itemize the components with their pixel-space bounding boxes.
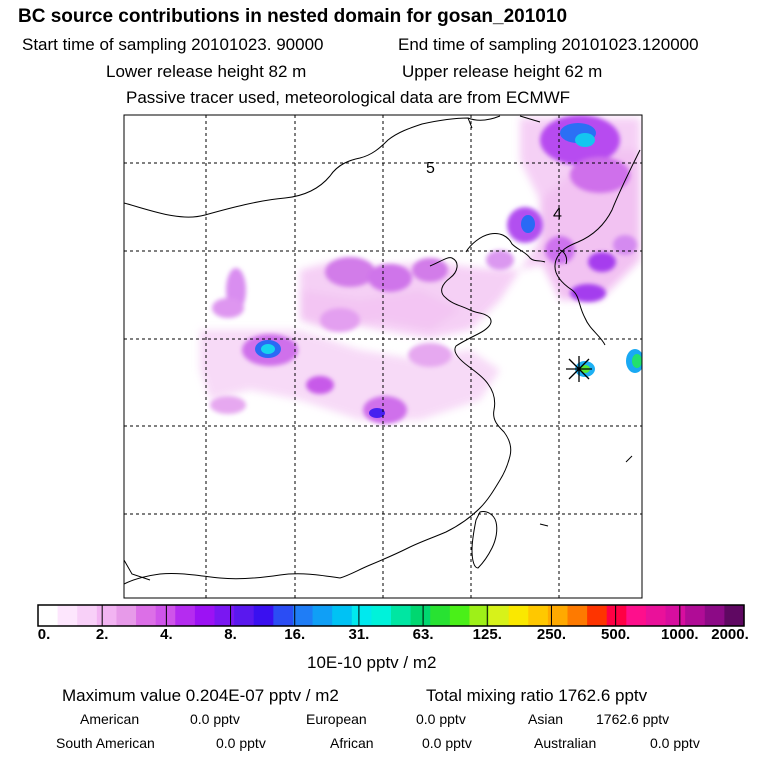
colorbar-cell — [214, 605, 235, 626]
map-frame — [123, 114, 643, 599]
australian-label: Australian — [534, 735, 597, 751]
colorbar-tick-label: 125. — [472, 626, 502, 643]
colorbar-cell — [489, 605, 510, 626]
colorbar-cell — [606, 605, 627, 626]
tracer-note: Passive tracer used, meteorological data… — [126, 88, 571, 107]
total-mixing-ratio: Total mixing ratio 1762.6 pptv — [426, 686, 648, 705]
colorbar-cell — [391, 605, 412, 626]
colorbar-cell — [312, 605, 333, 626]
contour-label-4: 4 — [553, 206, 562, 223]
colorbar-tick-label: 500. — [601, 626, 631, 643]
asian-value: 1762.6 pptv — [596, 711, 670, 727]
colorbar-cell — [430, 605, 451, 626]
colorbar-cell — [253, 605, 274, 626]
colorbar-cell — [724, 605, 745, 626]
colorbar-cell — [175, 605, 196, 626]
colorbar-cell — [57, 605, 78, 626]
colorbar-tick-label: 63. — [412, 626, 434, 643]
colorbar-tick-label: 2000. — [711, 626, 749, 643]
african-value: 0.0 pptv — [422, 735, 472, 751]
colorbar-cell — [547, 605, 569, 626]
colorbar-cell — [77, 605, 98, 626]
maximum-value: Maximum value 0.204E-07 pptv / m2 — [62, 686, 339, 705]
colorbar-cell — [332, 605, 353, 626]
colorbar-cell — [685, 605, 706, 626]
colorbar-unit: 10E-10 pptv / m2 — [307, 653, 437, 672]
european-label: European — [306, 711, 367, 727]
colorbar-tick-label: 31. — [348, 626, 370, 643]
colorbar-tick-label: 1000. — [661, 626, 699, 643]
upper-release-height: Upper release height 62 m — [402, 62, 603, 81]
lower-release-height: Lower release height 82 m — [106, 62, 307, 81]
colorbar-cell — [508, 605, 529, 626]
plot-title: BC source contributions in nested domain… — [18, 6, 568, 27]
european-value: 0.0 pptv — [416, 711, 466, 727]
colorbar-cell — [96, 605, 118, 626]
south-american-label: South American — [56, 735, 155, 751]
colorbar-tick-label: 0. — [37, 626, 51, 643]
end-sampling-time: End time of sampling 20101023.120000 — [398, 35, 699, 54]
colorbar-tick-label: 16. — [284, 626, 306, 643]
australian-value: 0.0 pptv — [650, 735, 700, 751]
colorbar-cell — [371, 605, 392, 626]
star-icon — [566, 356, 592, 382]
concentration-field — [200, 115, 642, 424]
colorbar-tick-label: 2. — [95, 626, 109, 643]
colorbar-cell — [665, 605, 686, 626]
colorbar-cell — [645, 605, 667, 626]
colorbar-cell — [273, 605, 294, 626]
colorbar-cell — [449, 605, 471, 626]
american-value: 0.0 pptv — [190, 711, 240, 727]
colorbar-cell — [567, 605, 588, 626]
colorbar-cell — [351, 605, 372, 626]
colorbar-cell — [136, 605, 157, 626]
colorbar-cell — [587, 605, 608, 626]
american-label: American — [80, 711, 140, 727]
colorbar-tick-label: 250. — [536, 626, 567, 643]
colorbar-tick-label: 8. — [224, 626, 237, 643]
colorbar-cell — [704, 605, 725, 626]
south-american-value: 0.0 pptv — [216, 735, 266, 751]
colorbar-cell — [194, 605, 216, 626]
colorbar-cell — [528, 605, 549, 626]
colorbar-cell — [469, 605, 490, 626]
contour-label-5: 5 — [426, 160, 435, 177]
lat-lon-grid — [124, 115, 642, 598]
colorbar-cell — [410, 605, 431, 626]
colorbar-cell — [155, 605, 176, 626]
colorbar-cell — [38, 605, 59, 626]
colorbar-cell — [234, 605, 255, 626]
coastline-outlines — [124, 115, 641, 585]
colorbar-tick-label: 4. — [160, 626, 173, 643]
colorbar-cell — [292, 605, 314, 626]
asian-label: Asian — [528, 711, 564, 727]
colorbar-cell — [116, 605, 137, 626]
african-label: African — [330, 735, 374, 751]
start-sampling-time: Start time of sampling 20101023. 90000 — [22, 35, 324, 54]
colorbar-cell — [626, 605, 647, 626]
